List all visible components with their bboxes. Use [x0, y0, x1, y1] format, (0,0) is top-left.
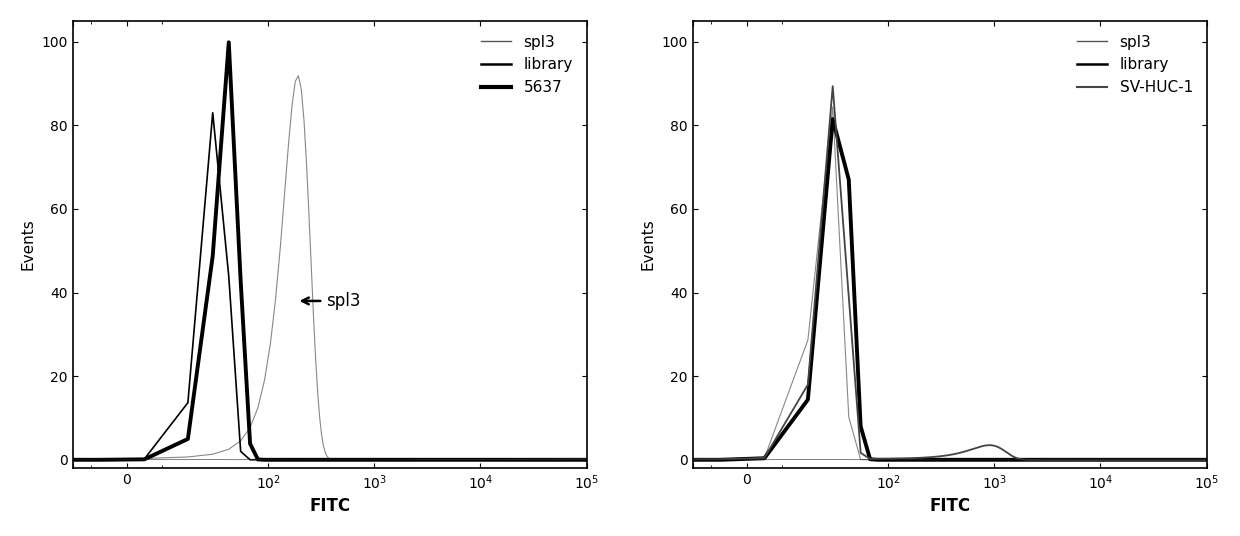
Text: spl3: spl3	[303, 292, 361, 310]
X-axis label: FITC: FITC	[929, 497, 970, 515]
Y-axis label: Events: Events	[21, 219, 36, 270]
Legend: spl3, library, 5637: spl3, library, 5637	[475, 28, 579, 101]
Y-axis label: Events: Events	[641, 219, 656, 270]
Legend: spl3, library, SV-HUC-1: spl3, library, SV-HUC-1	[1070, 28, 1199, 101]
X-axis label: FITC: FITC	[309, 497, 350, 515]
